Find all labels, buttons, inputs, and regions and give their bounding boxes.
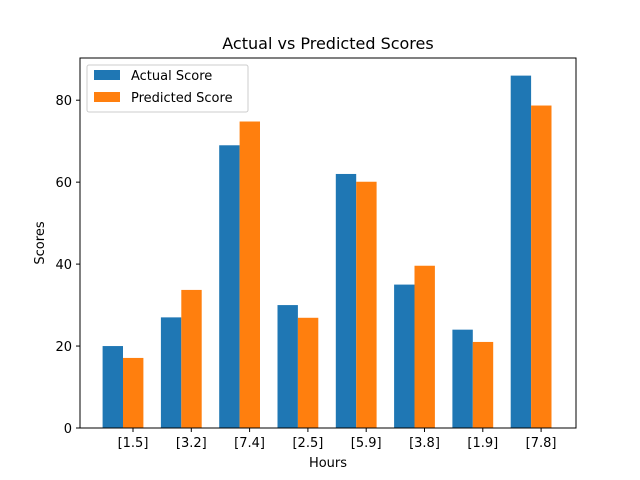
y-tick-label: 40 bbox=[55, 258, 72, 273]
y-axis-label: Scores bbox=[33, 221, 48, 264]
legend-label-actual: Actual Score bbox=[131, 69, 212, 84]
bar-predicted-3 bbox=[297, 317, 319, 428]
bar-predicted-0 bbox=[123, 357, 144, 428]
x-tick-label: [5.9] bbox=[351, 436, 382, 451]
bar-actual-0 bbox=[102, 346, 123, 428]
plot-area-frame bbox=[79, 57, 577, 429]
x-tick-label: [3.2] bbox=[176, 436, 207, 451]
y-tick-label: 60 bbox=[55, 176, 72, 191]
bar-predicted-1 bbox=[181, 289, 202, 428]
bars-group bbox=[102, 75, 552, 429]
y-axis-ticks: 0 20 40 60 80 bbox=[55, 94, 80, 437]
y-tick-label: 0 bbox=[64, 422, 72, 437]
x-tick-label: [2.5] bbox=[292, 436, 323, 451]
bar-predicted-5 bbox=[414, 265, 435, 428]
bar-actual-5 bbox=[394, 284, 415, 428]
x-tick-label: [7.4] bbox=[234, 436, 265, 451]
x-axis-ticks: [1.5] [3.2] [7.4] [2.5] [5.9] [3.8] [1.9] [7.8] bbox=[118, 428, 557, 451]
bar-actual-1 bbox=[160, 317, 182, 428]
y-tick-label: 80 bbox=[55, 94, 72, 109]
bar-predicted-6 bbox=[472, 341, 494, 428]
bar-actual-3 bbox=[277, 305, 298, 428]
legend-swatch-actual bbox=[94, 70, 120, 80]
legend: Actual Score Predicted Score bbox=[86, 64, 249, 113]
x-tick-label: [1.9] bbox=[467, 436, 498, 451]
bar-actual-7 bbox=[510, 75, 532, 429]
bar-actual-4 bbox=[335, 173, 357, 428]
x-tick-label: [7.8] bbox=[526, 436, 557, 451]
legend-swatch-predicted bbox=[94, 92, 120, 102]
x-axis-label: Hours bbox=[309, 456, 347, 471]
bar-actual-6 bbox=[452, 329, 473, 428]
x-tick-label: [3.8] bbox=[409, 436, 440, 451]
bar-predicted-2 bbox=[239, 121, 260, 428]
y-tick-label: 20 bbox=[55, 340, 72, 355]
bar-predicted-7 bbox=[531, 105, 552, 428]
legend-box bbox=[86, 64, 249, 113]
legend-label-predicted: Predicted Score bbox=[131, 91, 233, 106]
bar-actual-2 bbox=[219, 145, 240, 428]
bar-predicted-4 bbox=[356, 181, 377, 428]
chart-title: Actual vs Predicted Scores bbox=[222, 34, 433, 53]
x-tick-label: [1.5] bbox=[118, 436, 149, 451]
